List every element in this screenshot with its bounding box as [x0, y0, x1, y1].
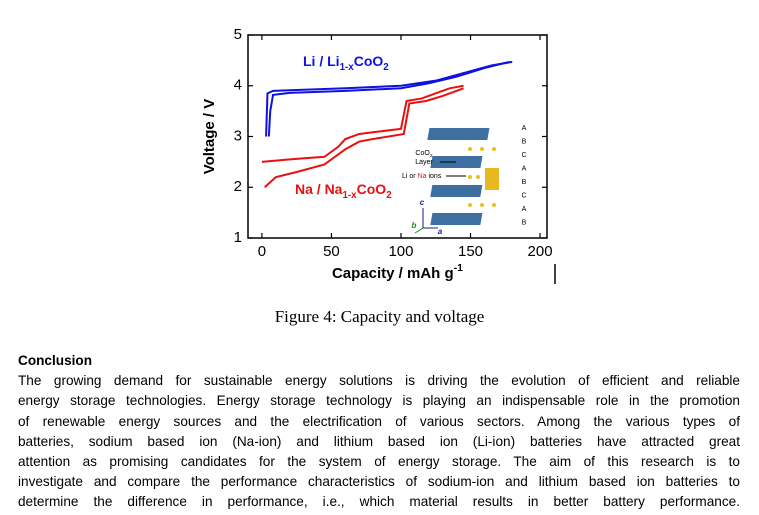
axis-arrow [414, 227, 424, 234]
text-line: determine the difference in performance,… [18, 494, 740, 510]
stacking-letter: A [522, 206, 527, 213]
stacking-letter: A [522, 125, 527, 132]
layer-block [430, 185, 483, 197]
x-axis-label-part: Capacity / mAh g [332, 265, 454, 282]
text-line: of renewable energy sources and the elec… [18, 413, 740, 429]
y-tick-label: 2 [234, 178, 242, 195]
ion-block [485, 168, 499, 190]
series-annotation-part: Li / Li [303, 53, 340, 69]
stacking-letter: B [522, 179, 527, 186]
series-line [261, 84, 464, 163]
x-axis-label-part: -1 [454, 262, 463, 274]
series-annotation-part: 1-x [340, 62, 355, 73]
inset-label-part: Li or [402, 173, 418, 180]
series-annotation-part: 2 [383, 62, 389, 73]
stacking-letter: A [522, 165, 527, 172]
x-tick-label: 150 [458, 243, 483, 260]
stacking-letter: C [521, 152, 526, 159]
series-annotation-part: 1-x [342, 190, 357, 201]
plot-frame [247, 34, 548, 239]
ion-dots [468, 147, 496, 207]
series-annotation: Na / Na1-xCoO2 [295, 181, 392, 201]
text-line: energy storage technologies. Energy stor… [18, 393, 740, 409]
inset-axis-label: c [420, 198, 425, 207]
conclusion: Conclusion The growing demand for sustai… [18, 351, 740, 513]
series-line [264, 87, 464, 188]
x-tick-label: 100 [388, 243, 413, 260]
text-line: batteries, sodium based ion (Na-ion) and… [18, 433, 740, 449]
y-tick-label: 5 [234, 26, 242, 43]
layer-block [430, 156, 483, 168]
stacking-letter: C [521, 192, 526, 199]
figure-caption: Figure 4: Capacity and voltage [274, 307, 485, 326]
heading: Conclusion [18, 353, 93, 368]
inset-crystal [414, 128, 499, 234]
x-axis-label: Capacity / mAh g-1 [332, 262, 463, 282]
series-annotation-part: Na / Na [295, 181, 343, 197]
y-axis-label: Voltage / V [201, 99, 218, 175]
y-tick-label: 3 [234, 127, 242, 144]
series-line [267, 60, 510, 137]
layer-block [427, 128, 490, 140]
inset-axis-label: a [438, 227, 443, 236]
series-annotation: Li / Li1-xCoO2 [303, 53, 389, 73]
series-annotation-part: 2 [386, 190, 392, 201]
series-annotation-part: CoO [357, 181, 387, 197]
x-tick-label: 50 [323, 243, 340, 260]
inset-label-part: CoO [415, 150, 430, 157]
inset-label-part: 2 [430, 153, 433, 159]
y-tick-label: 1 [234, 229, 242, 246]
text-line: investigate and compare the performance … [18, 474, 740, 490]
series-line [265, 60, 513, 137]
inset-label: Li or Na ions [402, 173, 442, 180]
x-tick-label: 0 [258, 243, 266, 260]
inset-axis-label: b [412, 221, 417, 230]
inset-label: CoO2 [415, 150, 432, 159]
inset-label: Layer [415, 159, 433, 166]
y-tick-label: 4 [234, 77, 242, 94]
text-line: attention as promising candidates for th… [18, 454, 740, 470]
series-annotation-part: CoO [354, 53, 384, 69]
inset-label-part: ions [427, 173, 442, 180]
layer-block [430, 213, 483, 225]
stacking-letter: B [522, 138, 527, 145]
stacking-letter: B [522, 219, 527, 226]
text-line: The growing demand for sustainable energ… [18, 373, 740, 389]
inset-label-part: Na [418, 173, 427, 180]
x-tick-label: 200 [528, 243, 553, 260]
